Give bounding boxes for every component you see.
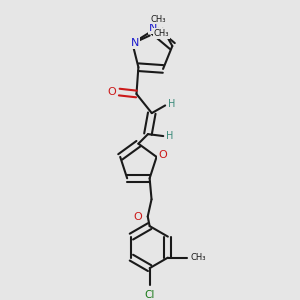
Text: CH₃: CH₃ — [150, 15, 166, 24]
Text: H: H — [168, 98, 175, 109]
Text: O: O — [107, 87, 116, 97]
Text: O: O — [134, 212, 142, 221]
Text: CH₃: CH₃ — [153, 29, 169, 38]
Text: H: H — [166, 131, 174, 141]
Text: CH₃: CH₃ — [191, 253, 206, 262]
Text: N: N — [131, 38, 140, 48]
Text: Cl: Cl — [144, 290, 155, 300]
Text: O: O — [158, 150, 167, 160]
Text: N: N — [149, 23, 158, 33]
